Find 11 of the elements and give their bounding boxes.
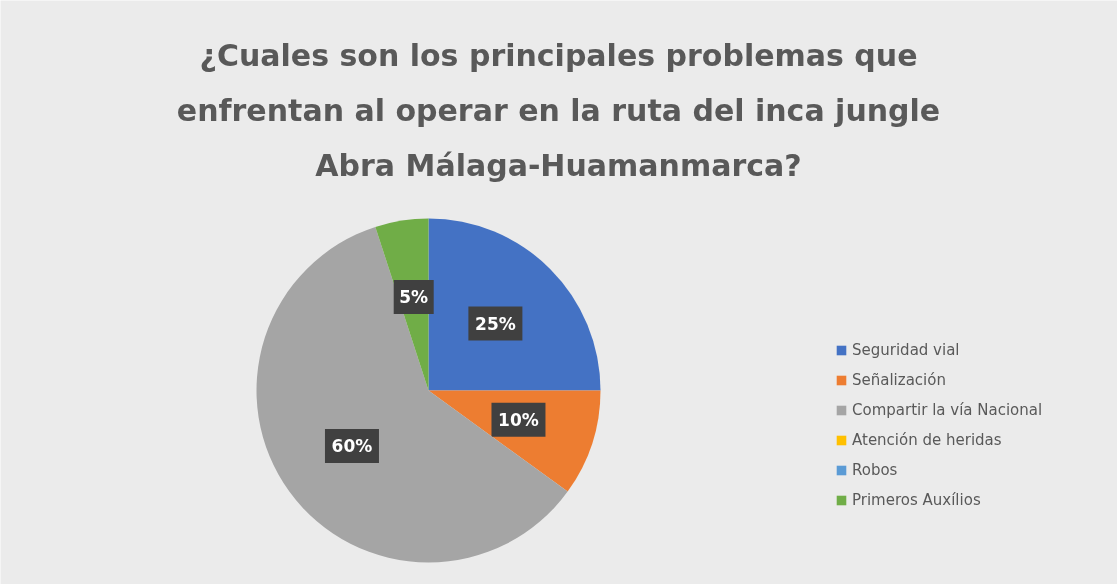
legend-label: Señalización [852, 371, 946, 389]
legend-label: Atención de heridas [852, 431, 1002, 449]
chart-title: ¿Cuales son los principales problemas que enfrentan al operar en la ruta del inca jungle Abra Málaga-Huamanmarca? [176, 38, 941, 183]
legend-label: Primeros Auxílios [852, 491, 981, 509]
legend-label: Seguridad vial [852, 341, 960, 359]
legend-label: Robos [852, 461, 898, 479]
data-label: 25% [475, 313, 516, 334]
data-label: 10% [498, 409, 539, 430]
data-label: 5% [399, 287, 429, 308]
legend-label: Compartir la vía Nacional [852, 401, 1043, 419]
data-label: 60% [331, 436, 373, 457]
